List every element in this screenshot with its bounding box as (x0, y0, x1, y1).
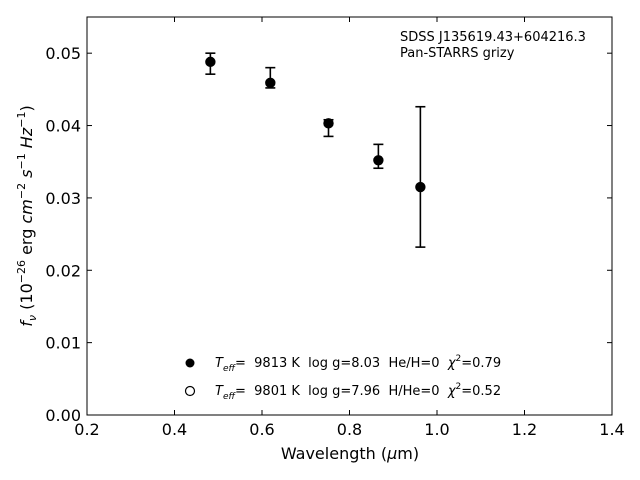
observed-point-filled (323, 118, 334, 128)
x-tick-label: 0.4 (162, 420, 187, 439)
y-tick-label: 0.04 (45, 117, 81, 136)
x-tick-label: 0.6 (249, 420, 274, 439)
y-tick-label: 0.05 (45, 44, 81, 63)
legend-entry-1: Teff= 9813 K log g=8.03 He/H=0 χ2=0.79 (215, 354, 501, 374)
y-axis: 0.00 0.01 0.02 0.03 0.04 0.05 (45, 44, 612, 425)
y-tick-label: 0.02 (45, 261, 81, 280)
x-tick-label: 0.2 (74, 420, 99, 439)
x-axis-label: Wavelength (μm) (281, 444, 419, 463)
annotation-line-1: SDSS J135619.43+604216.3 (400, 30, 586, 45)
y-tick-label: 0.00 (45, 406, 81, 425)
x-tick-label: 0.8 (337, 420, 362, 439)
observed-point-filled (205, 57, 215, 67)
x-tick-label: 1.2 (512, 420, 537, 439)
x-axis: 0.2 0.4 0.6 0.8 1.0 1.2 1.4 (74, 17, 625, 439)
y-axis-label: fν (10−26 erg cm−2 s−1 Hz−1) (15, 105, 39, 326)
y-tick-label: 0.03 (45, 189, 81, 208)
legend-marker-open (184, 385, 196, 397)
observed-point-filled (265, 78, 275, 88)
legend-entry-2: Teff= 9801 K log g=7.96 H/He=0 χ2=0.52 (215, 382, 501, 402)
data-points (205, 56, 426, 193)
observed-point-filled (373, 155, 383, 165)
y-tick-label: 0.01 (45, 334, 81, 353)
plot-area (86, 16, 613, 416)
observed-point-filled (415, 182, 425, 192)
annotation-line-2: Pan-STARRS grizy (400, 46, 515, 61)
x-tick-label: 1.0 (424, 420, 449, 439)
legend-marker-filled (185, 358, 195, 368)
legend: Teff= 9813 K log g=8.03 He/H=0 χ2=0.79 T… (184, 354, 501, 402)
x-tick-label: 1.4 (599, 420, 624, 439)
